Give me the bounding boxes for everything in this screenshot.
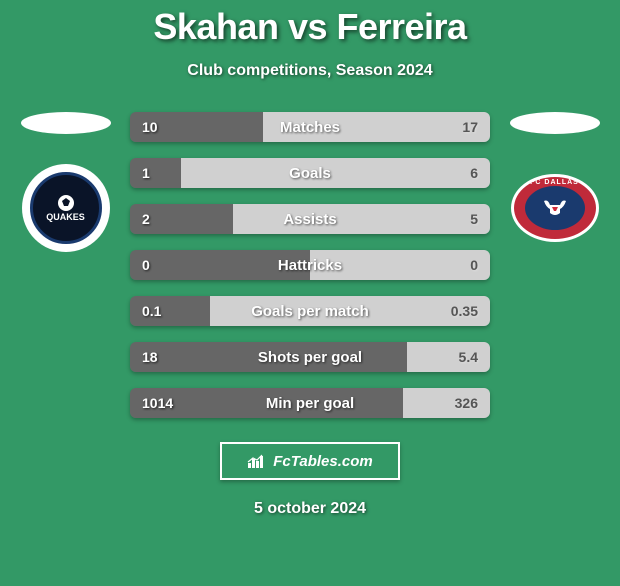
fcdallas-badge-icon: FC DALLAS — [511, 164, 599, 252]
stat-label: Assists — [130, 211, 490, 228]
stat-row: 00Hattricks — [130, 250, 490, 280]
usa-flag-icon — [21, 112, 111, 134]
page-title: Skahan vs Ferreira — [0, 6, 620, 48]
footer-date: 5 october 2024 — [0, 500, 620, 518]
stat-row: 1017Matches — [130, 112, 490, 142]
bull-icon — [540, 197, 570, 219]
usa-flag-icon — [510, 112, 600, 134]
stat-row: 25Assists — [130, 204, 490, 234]
stat-row: 0.10.35Goals per match — [130, 296, 490, 326]
stat-label: Min per goal — [130, 395, 490, 412]
stat-row: 185.4Shots per goal — [130, 342, 490, 372]
brand-box: FcTables.com — [220, 442, 400, 480]
stat-label: Goals — [130, 165, 490, 182]
stat-row: 1014326Min per goal — [130, 388, 490, 418]
fctables-logo-icon — [247, 453, 267, 469]
brand-text: FcTables.com — [273, 453, 372, 470]
stat-bars-container: 1017Matches 16Goals 25Assists 00Hattricks 0.… — [130, 112, 490, 418]
stat-label: Shots per goal — [130, 349, 490, 366]
fcdallas-badge-text: FC DALLAS — [514, 179, 596, 186]
stat-row: 16Goals — [130, 158, 490, 188]
quakes-badge-icon: QUAKES — [22, 164, 110, 252]
stat-label: Matches — [130, 119, 490, 136]
left-player-column: QUAKES — [13, 112, 118, 252]
soccer-ball-icon — [53, 193, 79, 213]
right-player-column: FC DALLAS — [502, 112, 607, 252]
quakes-badge-text: QUAKES — [46, 213, 85, 223]
stat-label: Hattricks — [130, 257, 490, 274]
subtitle: Club competitions, Season 2024 — [0, 62, 620, 80]
stat-label: Goals per match — [130, 303, 490, 320]
comparison-content: QUAKES 1017Matches 16Goals 25Assists 00Hatt… — [0, 112, 620, 418]
